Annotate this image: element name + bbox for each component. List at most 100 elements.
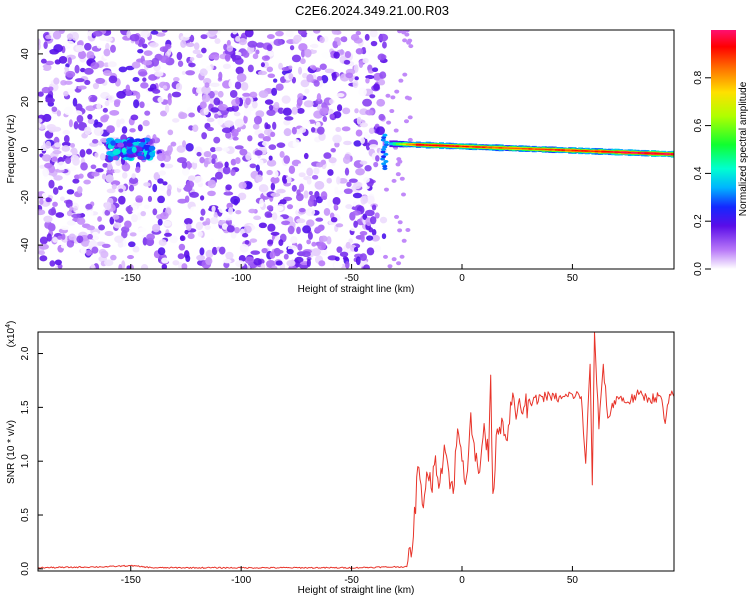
noise-cell [186,180,195,189]
noise-cell [382,41,387,49]
cluster-cell [106,150,113,156]
noise-cell [107,61,117,68]
noise-cell [223,43,228,51]
noise-cell [119,118,125,125]
signal-cell [505,147,511,149]
signal-cell [419,144,425,146]
noise-cell [38,209,46,216]
noise-cell [201,47,207,54]
noise-cell [261,55,271,61]
colorbar: 0.0 0.2 0.4 0.6 0.8 Normalized spectral ampl… [693,30,749,276]
noise-cell [348,178,358,183]
noise-cell [105,42,110,51]
noise-cell [275,249,284,254]
noise-cell [249,163,257,169]
noise-cell [352,192,363,199]
noise-cell [296,226,301,235]
snr-y-axis-title: SNR (10 * v/v) [6,420,17,484]
noise-cell [268,104,274,111]
noise-cell [402,38,408,43]
snr-y-tick-label: 1.5 [20,400,31,414]
noise-cell [59,196,65,201]
noise-cell [363,264,370,269]
noise-cell [178,112,188,120]
noise-cell [38,118,43,124]
noise-cell [185,70,196,76]
noise-cell [265,124,271,130]
noise-cell [52,187,59,195]
noise-cell [125,84,131,92]
noise-cell [214,38,221,44]
noise-cell [152,88,161,94]
noise-cell [367,50,377,57]
noise-cell [408,44,414,49]
noise-cell [298,207,306,213]
noise-cell [352,201,358,207]
noise-cell [301,72,308,79]
noise-cell [359,253,368,262]
signal-cell [641,152,647,154]
noise-cell [135,184,143,193]
noise-cell [213,136,221,144]
signal-cell [591,150,597,152]
noise-cell [109,216,115,225]
noise-cell [339,251,349,257]
noise-cell [52,30,62,40]
noise-cell [285,176,292,184]
signal-cell [485,146,491,148]
noise-cell [253,215,262,221]
noise-cell [355,168,365,176]
noise-cell [404,32,410,37]
noise-cell [157,96,164,103]
signal-cell [392,142,398,146]
noise-cell [163,232,172,237]
noise-cell [205,249,214,259]
spectrogram-marks [38,30,674,269]
noise-cell [54,59,61,65]
onset-cell [383,159,389,163]
noise-cell [49,260,56,267]
noise-cell [64,80,73,85]
noise-cell [192,156,200,164]
noise-cell [102,114,110,121]
noise-cell [320,235,328,242]
noise-cell [176,157,187,164]
noise-cell [355,256,361,266]
signal-cell [468,146,474,148]
noise-cell [403,119,409,124]
noise-cell [127,255,134,260]
noise-cell [330,217,338,223]
noise-cell [250,250,261,255]
noise-cell [152,183,158,193]
noise-cell [306,258,311,267]
noise-cell [164,104,170,114]
noise-cell [45,140,52,149]
noise-cell [188,112,195,118]
noise-cell [133,201,143,207]
noise-cell [93,127,104,136]
signal-cell [399,143,405,145]
noise-cell [303,152,309,160]
noise-cell [406,40,412,45]
noise-cell [362,195,369,204]
noise-cell [334,141,340,148]
noise-cell [317,241,327,251]
noise-cell [332,134,342,144]
noise-cell [66,220,76,226]
noise-cell [191,161,198,170]
noise-cell [39,255,48,262]
noise-cell [319,63,327,70]
noise-cell [270,231,280,236]
signal-cell [415,143,421,146]
noise-cell [364,209,375,217]
noise-cell [289,45,295,51]
cluster-cell [126,142,133,147]
noise-cell [275,83,284,91]
noise-cell [193,175,204,185]
noise-cell [118,195,126,205]
onset-cell [381,162,387,166]
signal-cell [432,144,438,147]
onset-cell [380,138,386,142]
snr-multiplier-close: ) [6,321,17,324]
noise-cell [261,195,266,200]
